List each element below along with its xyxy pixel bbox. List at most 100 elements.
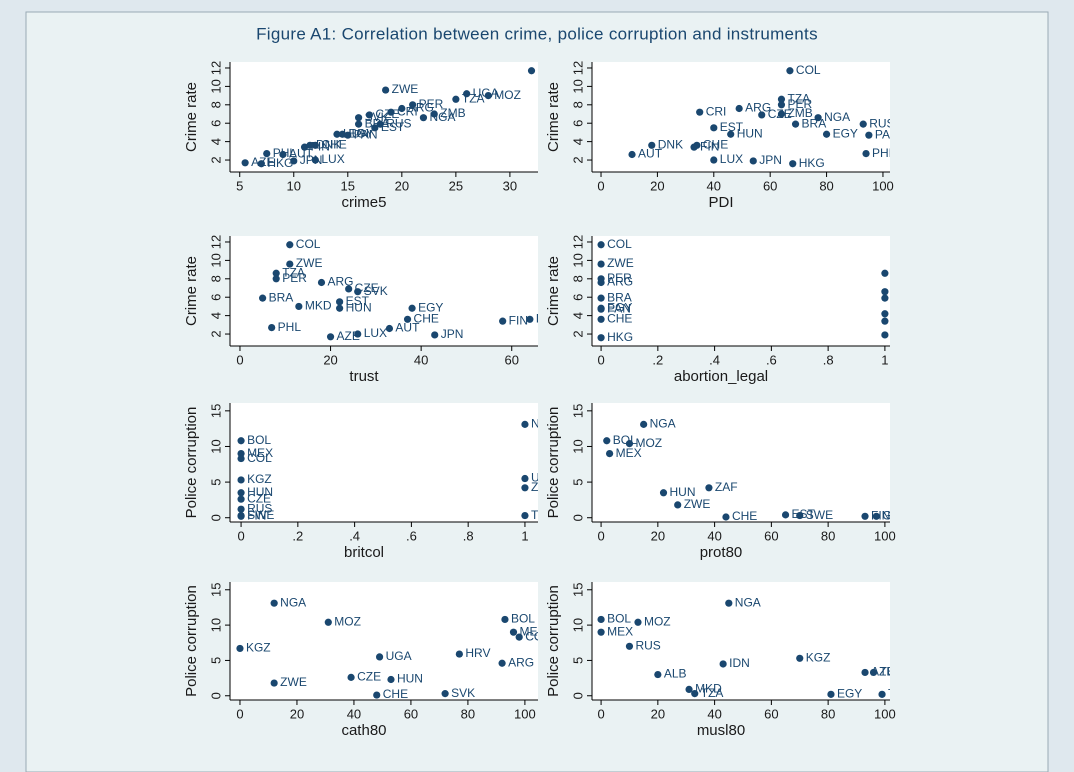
- point-label: SWE: [247, 508, 274, 522]
- x-axis-title: prot80: [700, 544, 743, 561]
- point: [441, 690, 449, 698]
- x-tick-label: .2: [652, 352, 663, 367]
- x-tick-label: 0: [237, 528, 244, 543]
- point: [347, 673, 355, 681]
- point: [710, 156, 718, 164]
- point: [452, 95, 460, 103]
- point-label: ZWE: [684, 497, 711, 511]
- point-label: CHE: [732, 509, 757, 523]
- x-tick-label: 20: [323, 352, 337, 367]
- point: [521, 420, 529, 428]
- point: [355, 120, 363, 128]
- x-axis-title: trust: [349, 368, 379, 385]
- point-label: SVK: [451, 686, 475, 700]
- point: [881, 269, 889, 277]
- point-label: DNK: [316, 137, 341, 151]
- point-label: EGY: [348, 126, 373, 140]
- point-label: AUT: [395, 321, 420, 335]
- point: [237, 489, 245, 497]
- x-axis-title: PDI: [708, 194, 733, 211]
- point-label: AZE: [251, 155, 274, 169]
- point-label: EGY: [833, 126, 858, 140]
- x-tick-label: .6: [406, 528, 417, 543]
- point: [257, 160, 265, 168]
- point-label: EST: [792, 507, 816, 521]
- point-label: RUS: [635, 638, 660, 652]
- point: [326, 333, 335, 341]
- plot-region: [592, 582, 890, 700]
- point: [597, 278, 605, 287]
- y-tick-label: 8: [570, 101, 585, 108]
- point: [270, 599, 278, 607]
- point-label: BOL: [607, 612, 631, 626]
- point: [345, 285, 353, 293]
- point-label: MEX: [247, 446, 273, 460]
- point-label: PAN: [607, 301, 631, 315]
- point-label: NGA: [280, 595, 306, 609]
- x-tick-label: 80: [819, 178, 833, 193]
- point: [521, 511, 529, 520]
- y-tick-label: 0: [208, 514, 223, 521]
- point: [777, 95, 786, 103]
- point-label: AZE: [337, 329, 360, 343]
- point: [597, 615, 605, 624]
- point-label: BRA: [607, 290, 632, 304]
- y-tick-label: 4: [570, 312, 585, 319]
- point-label: SWE: [806, 508, 833, 522]
- y-tick-label: 5: [570, 657, 585, 664]
- point-label: RUS: [869, 116, 894, 130]
- points: NGABOLMOZMEXZAFHUNFINSWEESTCHEZWEGBR: [603, 417, 890, 523]
- point: [237, 505, 245, 513]
- y-tick-label: 15: [208, 404, 223, 418]
- point-label: CHE: [321, 137, 346, 151]
- point: [376, 120, 384, 128]
- point-label: CHE: [383, 687, 408, 701]
- point: [597, 241, 605, 249]
- point: [268, 323, 276, 332]
- x-tick-label: 40: [347, 706, 361, 721]
- x-axis-title: britcol: [344, 544, 384, 561]
- x-tick-label: 20: [651, 528, 665, 543]
- point: [521, 484, 529, 492]
- y-tick-label: 12: [570, 235, 585, 249]
- panel: 2 4 6 8 10 12 0 .2 .4 .6 .8 1 abortion_legal Crime ra…: [545, 235, 890, 385]
- point-label: EGY: [607, 300, 632, 314]
- point: [382, 86, 390, 94]
- point: [311, 156, 319, 164]
- x-tick-label: 100: [514, 706, 536, 721]
- y-tick-label: 6: [570, 120, 585, 127]
- y-tick-label: 0: [208, 692, 223, 699]
- panel: 0 5 10 15 0 .2 .4 .6 .8 1 britcol Police corruption…: [183, 403, 557, 561]
- point: [862, 149, 870, 158]
- y-axis-title: Crime rate: [183, 82, 200, 152]
- point: [628, 150, 636, 159]
- y-tick-label: 2: [570, 156, 585, 163]
- plot-region: [592, 62, 890, 172]
- y-tick-label: 8: [570, 275, 585, 282]
- point: [484, 91, 492, 100]
- point: [306, 141, 314, 149]
- point: [725, 599, 733, 607]
- point: [685, 685, 693, 694]
- point-label: UGA: [531, 471, 557, 485]
- point: [786, 67, 794, 75]
- y-tick-label: 5: [208, 478, 223, 485]
- y-tick-label: 15: [570, 404, 585, 418]
- point-label: BRA: [802, 116, 827, 130]
- x-tick-label: 0: [597, 352, 604, 367]
- point: [237, 437, 245, 445]
- y-tick-label: 10: [570, 79, 585, 93]
- point-label: MOZ: [494, 88, 521, 102]
- point: [431, 331, 439, 339]
- point-label: CHE: [414, 311, 439, 325]
- point-label: MKD: [305, 299, 332, 313]
- point: [696, 108, 704, 116]
- point-label: NGA: [735, 595, 761, 609]
- y-tick-label: 8: [208, 275, 223, 282]
- x-tick-label: 100: [874, 528, 896, 543]
- point: [881, 310, 889, 318]
- x-tick-label: 20: [651, 706, 665, 721]
